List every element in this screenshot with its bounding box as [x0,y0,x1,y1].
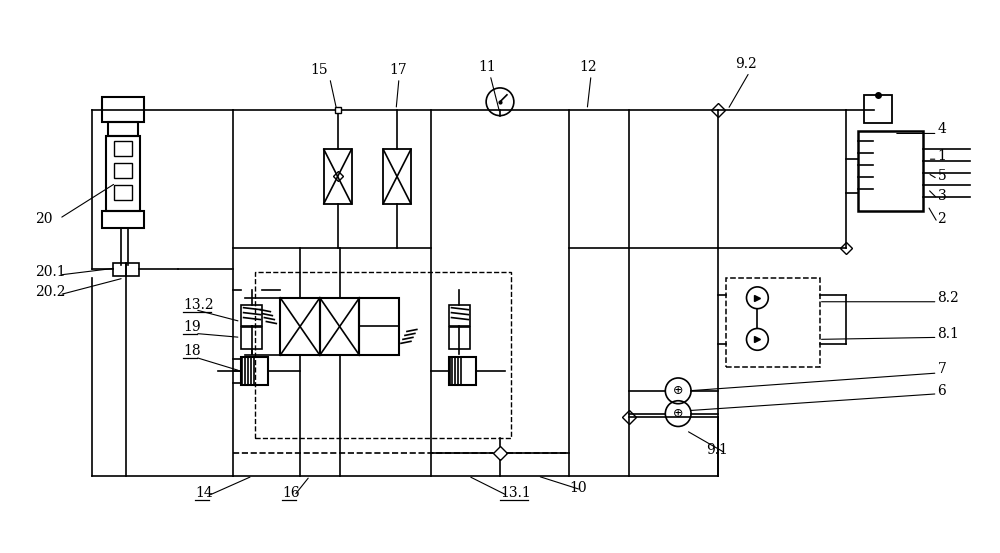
Text: 20.2: 20.2 [35,285,65,299]
Text: 11: 11 [478,60,496,74]
Text: 5: 5 [938,169,946,183]
Bar [241,305,262,326]
Text: 20.1: 20.1 [35,265,65,279]
Bar [858,132,923,211]
Bar [114,142,132,156]
Bar [114,185,132,200]
Bar [102,211,144,228]
Text: 16: 16 [282,486,300,500]
Text: 1: 1 [938,149,946,163]
Bar [241,357,268,385]
Bar [864,95,892,123]
Text: ⊕: ⊕ [673,384,683,398]
Bar [106,137,140,211]
Text: 4: 4 [938,123,946,137]
Text: 2: 2 [938,212,946,226]
Bar [726,278,820,367]
Text: 9.1: 9.1 [706,444,728,457]
Text: 9.2: 9.2 [736,57,757,71]
Bar [102,97,144,122]
Text: 3: 3 [938,189,946,203]
Bar [280,298,320,355]
Text: 18: 18 [183,344,201,358]
Text: 13.2: 13.2 [183,298,214,312]
Text: 20: 20 [35,212,52,226]
Text: 8.2: 8.2 [938,291,959,305]
Text: ⊕: ⊕ [673,407,683,420]
Text: 17: 17 [389,63,407,77]
Text: 12: 12 [579,60,597,74]
Bar [324,149,352,204]
Text: 6: 6 [938,384,946,398]
Text: 13.1: 13.1 [500,486,531,500]
Bar [449,327,470,349]
Text: 19: 19 [183,321,201,335]
Bar [255,272,511,439]
Bar [126,263,139,276]
Bar [320,298,359,355]
Bar [359,298,399,355]
Bar [241,327,262,349]
Text: 10: 10 [569,481,587,495]
Bar [114,163,132,178]
Bar [383,149,411,204]
Text: 15: 15 [310,63,328,77]
Text: 14: 14 [195,486,213,500]
Bar [113,263,126,276]
Text: 8.1: 8.1 [938,327,959,341]
Bar [449,357,476,385]
Text: 7: 7 [938,362,946,376]
Bar [108,122,138,137]
Bar [449,305,470,326]
